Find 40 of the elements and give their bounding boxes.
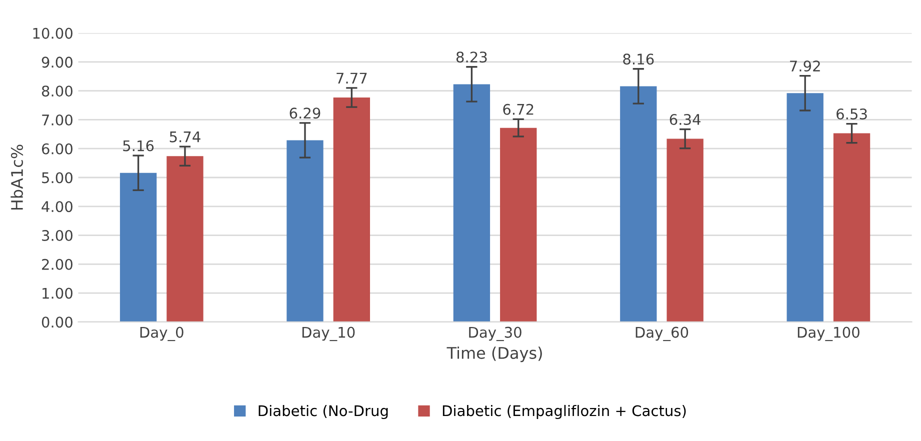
bar <box>833 133 870 322</box>
bar <box>786 93 824 322</box>
bar <box>286 140 324 322</box>
data-label: 6.34 <box>670 114 700 125</box>
data-label: 6.29 <box>290 108 320 119</box>
data-label: 7.92 <box>790 60 820 72</box>
y-tick-label: 4.00 <box>42 201 72 212</box>
data-label: 6.72 <box>503 104 534 115</box>
bar <box>333 97 370 322</box>
y-tick-label: 6.00 <box>42 143 72 154</box>
y-tick-label: 0.00 <box>42 316 72 328</box>
y-tick-label: 9.00 <box>42 56 72 68</box>
data-label: 5.74 <box>170 131 200 142</box>
data-label: 8.16 <box>623 54 654 65</box>
x-tick-label: Day_100 <box>798 326 860 342</box>
y-tick-label: 8.00 <box>42 86 72 97</box>
x-tick-label: Day_60 <box>636 326 688 342</box>
bar <box>453 84 490 322</box>
legend-label: Diabetic (No-Drug <box>258 404 388 420</box>
bar <box>666 138 704 322</box>
x-tick-label: Day_10 <box>302 326 355 342</box>
bar <box>120 172 157 322</box>
legend-label: Diabetic (Empagliflozin + Cactus) <box>442 404 686 420</box>
data-label: 8.23 <box>456 52 487 63</box>
x-tick-label: Day_0 <box>140 326 184 342</box>
data-label: 7.77 <box>336 72 367 84</box>
y-tick-label: 7.00 <box>42 114 72 126</box>
bar <box>500 128 537 322</box>
y-tick-label: 1.00 <box>42 288 72 299</box>
y-tick-label: 5.00 <box>42 172 72 184</box>
y-axis-title: HbA1c% <box>10 144 24 210</box>
x-axis-title: Time (Days) <box>446 346 542 362</box>
y-tick-label: 2.00 <box>42 258 72 270</box>
data-label: 5.16 <box>123 140 154 152</box>
y-tick-label: 3.00 <box>42 230 72 242</box>
x-tick-label: Day_30 <box>469 326 522 342</box>
y-tick-label: 10.00 <box>33 28 72 39</box>
bar <box>166 156 204 322</box>
data-label: 6.53 <box>836 108 867 120</box>
bar <box>620 86 657 322</box>
